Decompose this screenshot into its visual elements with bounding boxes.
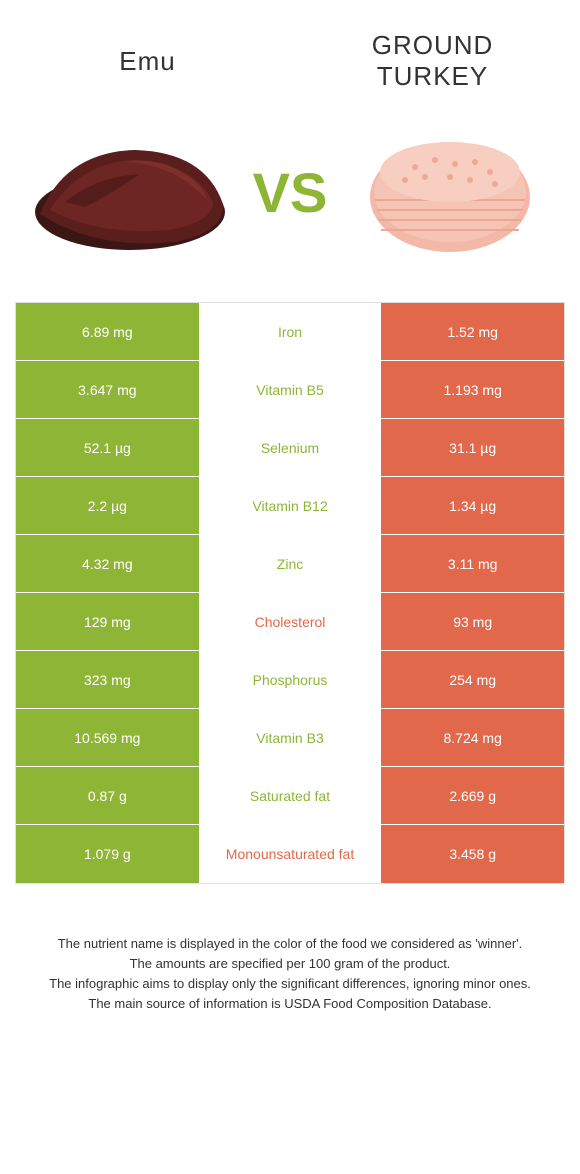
nutrient-label: Zinc (199, 535, 382, 592)
left-value: 6.89 mg (16, 303, 199, 360)
left-value: 1.079 g (16, 825, 199, 883)
footer-notes: The nutrient name is displayed in the co… (0, 884, 580, 1035)
nutrient-row: 0.87 gSaturated fat2.669 g (16, 767, 564, 825)
left-value: 4.32 mg (16, 535, 199, 592)
left-value: 2.2 µg (16, 477, 199, 534)
right-value: 1.34 µg (381, 477, 564, 534)
nutrient-row: 323 mgPhosphorus254 mg (16, 651, 564, 709)
left-value: 129 mg (16, 593, 199, 650)
left-value: 323 mg (16, 651, 199, 708)
left-value: 10.569 mg (16, 709, 199, 766)
nutrient-row: 2.2 µgVitamin B121.34 µg (16, 477, 564, 535)
right-value: 254 mg (381, 651, 564, 708)
left-value: 0.87 g (16, 767, 199, 824)
right-value: 1.52 mg (381, 303, 564, 360)
right-food-image (335, 112, 565, 272)
nutrient-label: Vitamin B5 (199, 361, 382, 418)
nutrient-row: 129 mgCholesterol93 mg (16, 593, 564, 651)
nutrient-row: 6.89 mgIron1.52 mg (16, 303, 564, 361)
footer-line-3: The infographic aims to display only the… (30, 974, 550, 994)
nutrient-row: 10.569 mgVitamin B38.724 mg (16, 709, 564, 767)
nutrient-label: Vitamin B3 (199, 709, 382, 766)
images-row: VS (0, 92, 580, 302)
nutrient-row: 4.32 mgZinc3.11 mg (16, 535, 564, 593)
nutrient-label: Selenium (199, 419, 382, 476)
right-value: 93 mg (381, 593, 564, 650)
vs-label: VS (245, 160, 336, 225)
nutrient-label: Phosphorus (199, 651, 382, 708)
nutrient-label: Saturated fat (199, 767, 382, 824)
emu-meat-icon (25, 122, 235, 262)
ground-turkey-icon (355, 122, 545, 262)
nutrient-label: Cholesterol (199, 593, 382, 650)
right-value: 8.724 mg (381, 709, 564, 766)
footer-line-4: The main source of information is USDA F… (30, 994, 550, 1014)
right-value: 3.458 g (381, 825, 564, 883)
right-value: 3.11 mg (381, 535, 564, 592)
nutrient-row: 52.1 µgSelenium31.1 µg (16, 419, 564, 477)
right-value: 31.1 µg (381, 419, 564, 476)
footer-line-1: The nutrient name is displayed in the co… (30, 934, 550, 954)
left-value: 52.1 µg (16, 419, 199, 476)
nutrient-row: 3.647 mgVitamin B51.193 mg (16, 361, 564, 419)
right-value: 2.669 g (381, 767, 564, 824)
nutrient-label: Iron (199, 303, 382, 360)
nutrient-row: 1.079 gMonounsaturated fat3.458 g (16, 825, 564, 883)
nutrient-label: Monounsaturated fat (199, 825, 382, 883)
right-food-title: GROUND TURKEY (305, 30, 560, 92)
right-value: 1.193 mg (381, 361, 564, 418)
footer-line-2: The amounts are specified per 100 gram o… (30, 954, 550, 974)
nutrient-label: Vitamin B12 (199, 477, 382, 534)
header: Emu GROUND TURKEY (0, 0, 580, 92)
nutrient-table: 6.89 mgIron1.52 mg3.647 mgVitamin B51.19… (15, 302, 565, 884)
left-food-title: Emu (20, 46, 275, 77)
left-food-image (15, 112, 245, 272)
left-value: 3.647 mg (16, 361, 199, 418)
